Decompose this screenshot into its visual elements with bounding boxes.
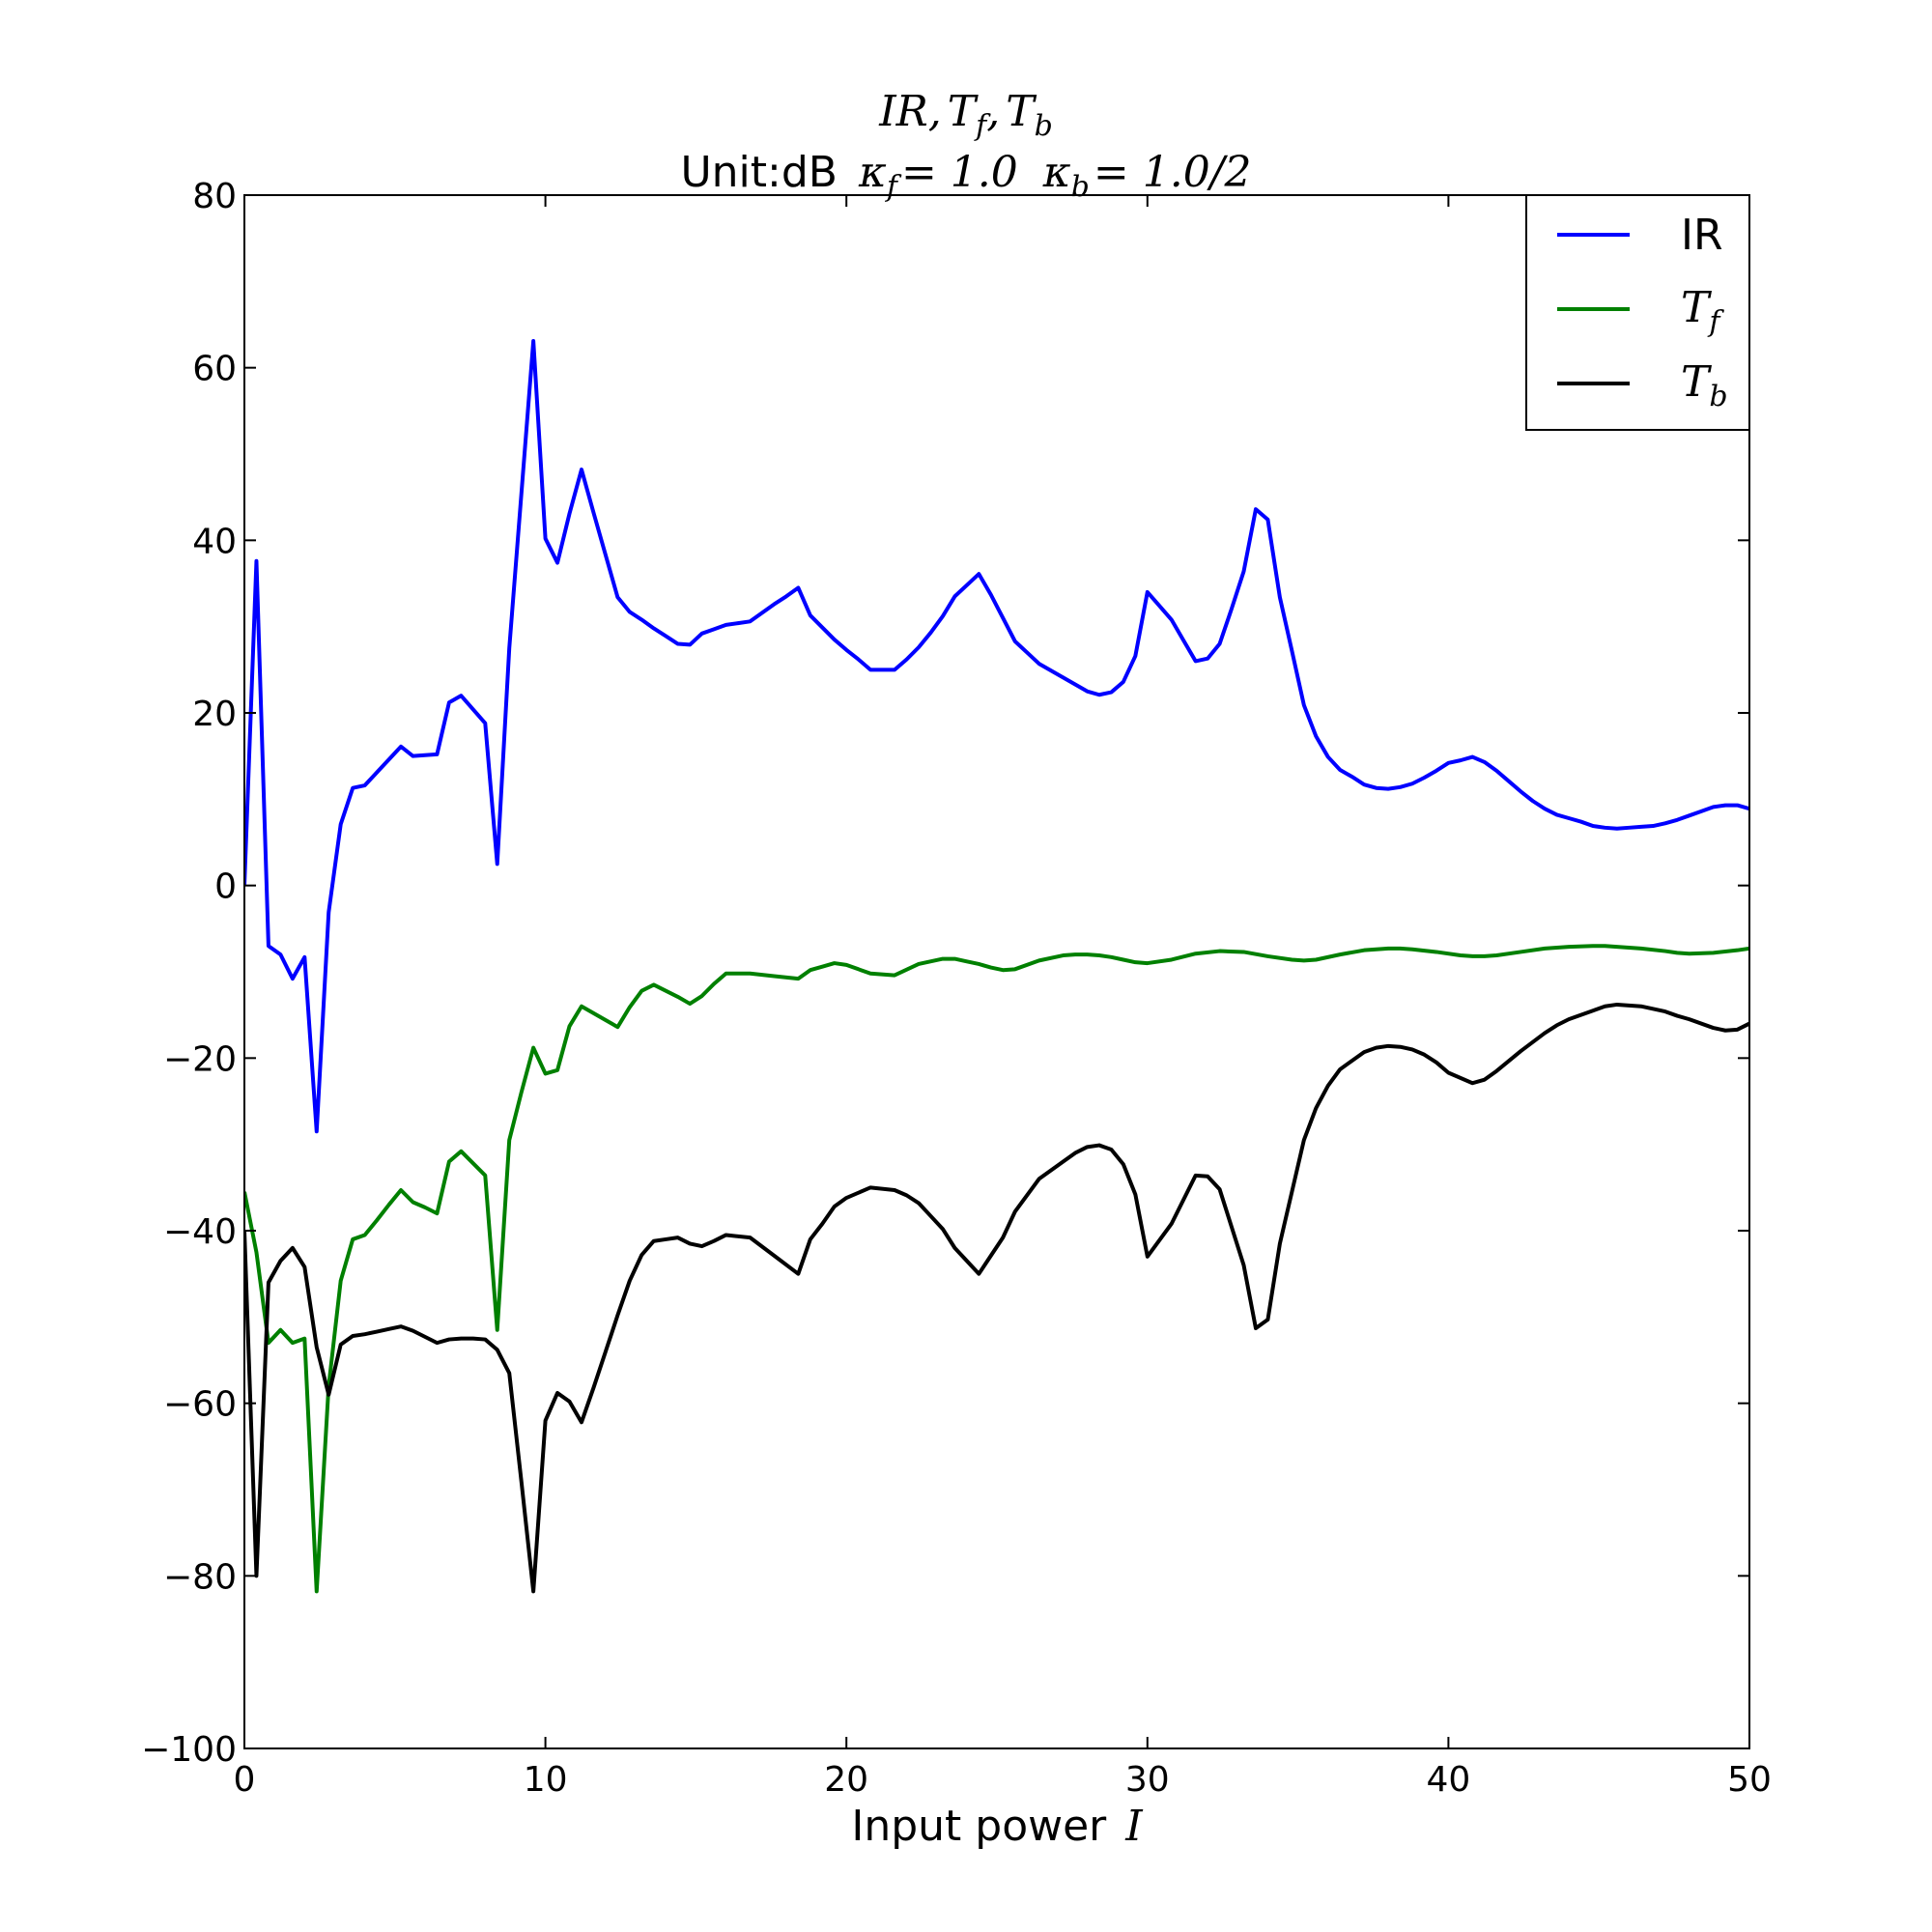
title-kappa-f-val: = 1.0 — [901, 148, 1018, 197]
axis-ticks: 0 10 20 30 40 50 80 60 40 20 0 −20 −40 −60 −80 −100 — [141, 177, 1772, 1800]
x-tick-label: 20 — [824, 1760, 868, 1800]
title-kappa-b: κ — [1042, 148, 1071, 197]
title-line-1: IR, Tf, Tb — [878, 87, 1053, 143]
title-kappa-b-val: = 1.0/2 — [1094, 148, 1252, 197]
x-tick-label: 10 — [524, 1760, 568, 1800]
chart-title: IR, Tf, Tb Unit:dB κf= 1.0 κb= 1.0/2 — [680, 87, 1251, 204]
legend-tb-sub: b — [1709, 380, 1727, 413]
series-line-ir — [244, 338, 1749, 1134]
title-ir: IR — [878, 87, 928, 136]
y-tick-label: 20 — [192, 695, 237, 734]
y-tick-label: −100 — [141, 1730, 237, 1770]
legend-tf-main: T — [1681, 283, 1713, 332]
y-tick-label: 40 — [192, 522, 237, 561]
legend-label-tb: Tb — [1681, 357, 1728, 413]
title-comma-1: , — [928, 87, 942, 136]
plot-frame — [243, 194, 1750, 1749]
x-axis-label-text: Input power — [851, 1802, 1107, 1851]
legend-label-ir: IR — [1681, 211, 1723, 260]
title-kappa-b-sub: b — [1071, 170, 1090, 204]
title-comma-2: , — [986, 87, 1000, 136]
y-tick-label: 60 — [192, 350, 237, 389]
title-line-2: Unit:dB κf= 1.0 κb= 1.0/2 — [680, 148, 1251, 204]
series-line-t-b — [244, 1002, 1749, 1594]
series-line-t-f — [244, 944, 1749, 1594]
x-tick-label: 40 — [1426, 1760, 1470, 1800]
y-tick-label: −20 — [163, 1039, 237, 1079]
y-tick-label: 80 — [192, 177, 237, 216]
legend: IR Tf Tb — [1525, 194, 1750, 431]
title-t: T — [948, 87, 980, 136]
y-tick-label: 0 — [214, 867, 237, 907]
x-axis-label-math: I — [1124, 1802, 1144, 1851]
x-tick-label: 30 — [1125, 1760, 1170, 1800]
y-tick-label: −40 — [163, 1212, 237, 1252]
y-tick-label: −80 — [163, 1557, 237, 1597]
legend-tb-main: T — [1681, 357, 1713, 407]
x-tick-label: 0 — [234, 1760, 256, 1800]
x-tick-label: 50 — [1727, 1760, 1772, 1800]
plot-series — [244, 338, 1749, 1594]
x-axis-label: Input power I — [851, 1802, 1144, 1851]
y-tick-label: −60 — [163, 1385, 237, 1425]
title-kappa-f: κ — [858, 148, 887, 197]
title-sub-b: b — [1035, 109, 1053, 143]
title-unit: Unit:dB — [680, 148, 838, 197]
title-t-b: T — [1006, 87, 1037, 136]
